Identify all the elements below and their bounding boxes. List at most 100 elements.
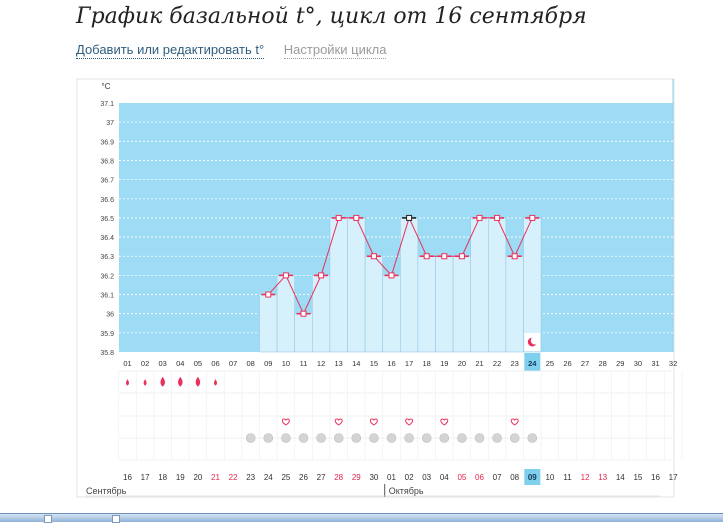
temperature-point[interactable] (494, 214, 501, 221)
cycle-day-label: 09 (264, 359, 272, 368)
temperature-point[interactable] (529, 214, 536, 221)
y-tick-label: 36 (106, 312, 114, 319)
temperature-line (267, 216, 533, 315)
taskbar-button[interactable] (44, 515, 52, 523)
grey-dot-icon (245, 433, 256, 443)
temperature-point[interactable] (388, 272, 395, 279)
grey-dot-icon (439, 433, 450, 443)
y-tick-label: 36.7 (100, 178, 114, 185)
date-label: 27 (317, 473, 326, 482)
date-label: 29 (352, 473, 361, 482)
temperature-point[interactable] (353, 214, 360, 221)
drop-icon (160, 376, 165, 387)
grey-dot-icon (316, 433, 326, 443)
cycle-day-label: 10 (282, 359, 290, 368)
temperature-point[interactable] (423, 253, 430, 260)
grey-dot-icon (281, 433, 291, 443)
cycle-day-label: 26 (563, 359, 571, 368)
temperature-bar (259, 294, 278, 353)
date-label: 16 (123, 473, 132, 482)
cycle-day-label: 01 (123, 359, 131, 368)
date-label: 24 (264, 473, 273, 482)
month-label-september: Сентябрь (86, 486, 127, 496)
date-label: 14 (616, 473, 625, 482)
date-label: 21 (211, 473, 220, 482)
temperature-point[interactable] (406, 214, 413, 221)
temperature-bar (417, 255, 436, 353)
grey-dot-icon (492, 433, 502, 443)
date-label: 28 (334, 473, 343, 482)
y-tick-label: 36.2 (100, 273, 114, 280)
temperature-point[interactable] (476, 214, 483, 221)
y-tick-label: 36.5 (100, 216, 114, 223)
date-label: 05 (457, 473, 466, 482)
grey-dot-icon (369, 433, 379, 443)
cycle-day-label: 15 (370, 359, 378, 368)
temperature-bar (276, 275, 296, 353)
cycle-day-label: 16 (387, 359, 395, 368)
temperature-bar (294, 313, 313, 353)
cycle-day-label: 20 (458, 359, 466, 368)
date-label: 10 (545, 473, 554, 482)
date-label: 07 (493, 473, 502, 482)
y-tick-label: 36.1 (100, 293, 114, 300)
temperature-point[interactable] (370, 253, 377, 260)
cycle-day-label: 25 (546, 359, 554, 368)
cycle-day-label: 18 (423, 359, 431, 368)
page-title: График базальной t°, цикл от 16 сентября (76, 4, 587, 29)
temperature-point[interactable] (300, 310, 307, 317)
taskbar-button[interactable] (112, 515, 120, 523)
cycle-day-label: 13 (335, 359, 343, 368)
cycle-day-label: 04 (176, 359, 184, 368)
drop-icon (195, 376, 201, 387)
grey-dot-icon (298, 433, 309, 443)
grey-dot-icon (509, 433, 520, 443)
y-tick-label: 36.9 (100, 139, 114, 146)
temperature-point[interactable] (441, 253, 448, 260)
date-label: 08 (510, 473, 519, 482)
cycle-day-label: 05 (194, 359, 202, 368)
cycle-day-label: 24 (528, 359, 537, 368)
temperature-point[interactable] (318, 272, 325, 279)
cycle-day-label: 11 (300, 359, 308, 368)
cycle-day-label: 22 (493, 359, 501, 368)
date-label: 01 (387, 473, 396, 482)
temperature-point[interactable] (458, 253, 465, 260)
cycle-day-label: 23 (511, 359, 519, 368)
grey-dot-icon (527, 433, 538, 443)
y-tick-label: 36.8 (100, 158, 114, 165)
cycle-day-label: 28 (599, 359, 607, 368)
temperature-point[interactable] (282, 272, 289, 279)
heart-icon (334, 418, 343, 426)
heart-icon (510, 418, 519, 426)
today-date-highlight (524, 469, 541, 485)
cycle-day-label: 03 (159, 359, 167, 368)
y-tick-label: 36.4 (100, 235, 114, 242)
date-label: 18 (158, 473, 167, 482)
date-label: 15 (633, 473, 642, 482)
cycle-day-label: 31 (651, 359, 659, 368)
temperature-bar (435, 255, 454, 353)
drop-icon (143, 379, 147, 386)
grey-dot-icon (351, 433, 362, 443)
cycle-day-label: 30 (634, 359, 642, 368)
grey-dot-icon (457, 433, 467, 443)
date-label: 13 (598, 473, 607, 482)
temperature-point[interactable] (265, 291, 272, 298)
temperature-bar (347, 217, 366, 353)
temperature-bar (523, 217, 542, 353)
date-label: 17 (669, 473, 678, 482)
date-label: 03 (422, 473, 431, 482)
temperature-point[interactable] (511, 253, 518, 260)
date-label: 23 (246, 473, 255, 482)
cycle-settings-link[interactable]: Настройки цикла (283, 42, 387, 59)
temperature-point[interactable] (335, 214, 342, 221)
grey-dot-icon (263, 433, 274, 443)
y-unit-label: °C (102, 82, 111, 91)
grey-dot-icon (421, 433, 432, 443)
temperature-bar (311, 275, 331, 353)
cycle-day-label: 19 (440, 359, 448, 368)
edit-temperature-link[interactable]: Добавить или редактировать t° (76, 42, 265, 59)
drop-icon (178, 376, 183, 387)
date-label: 09 (528, 473, 537, 482)
